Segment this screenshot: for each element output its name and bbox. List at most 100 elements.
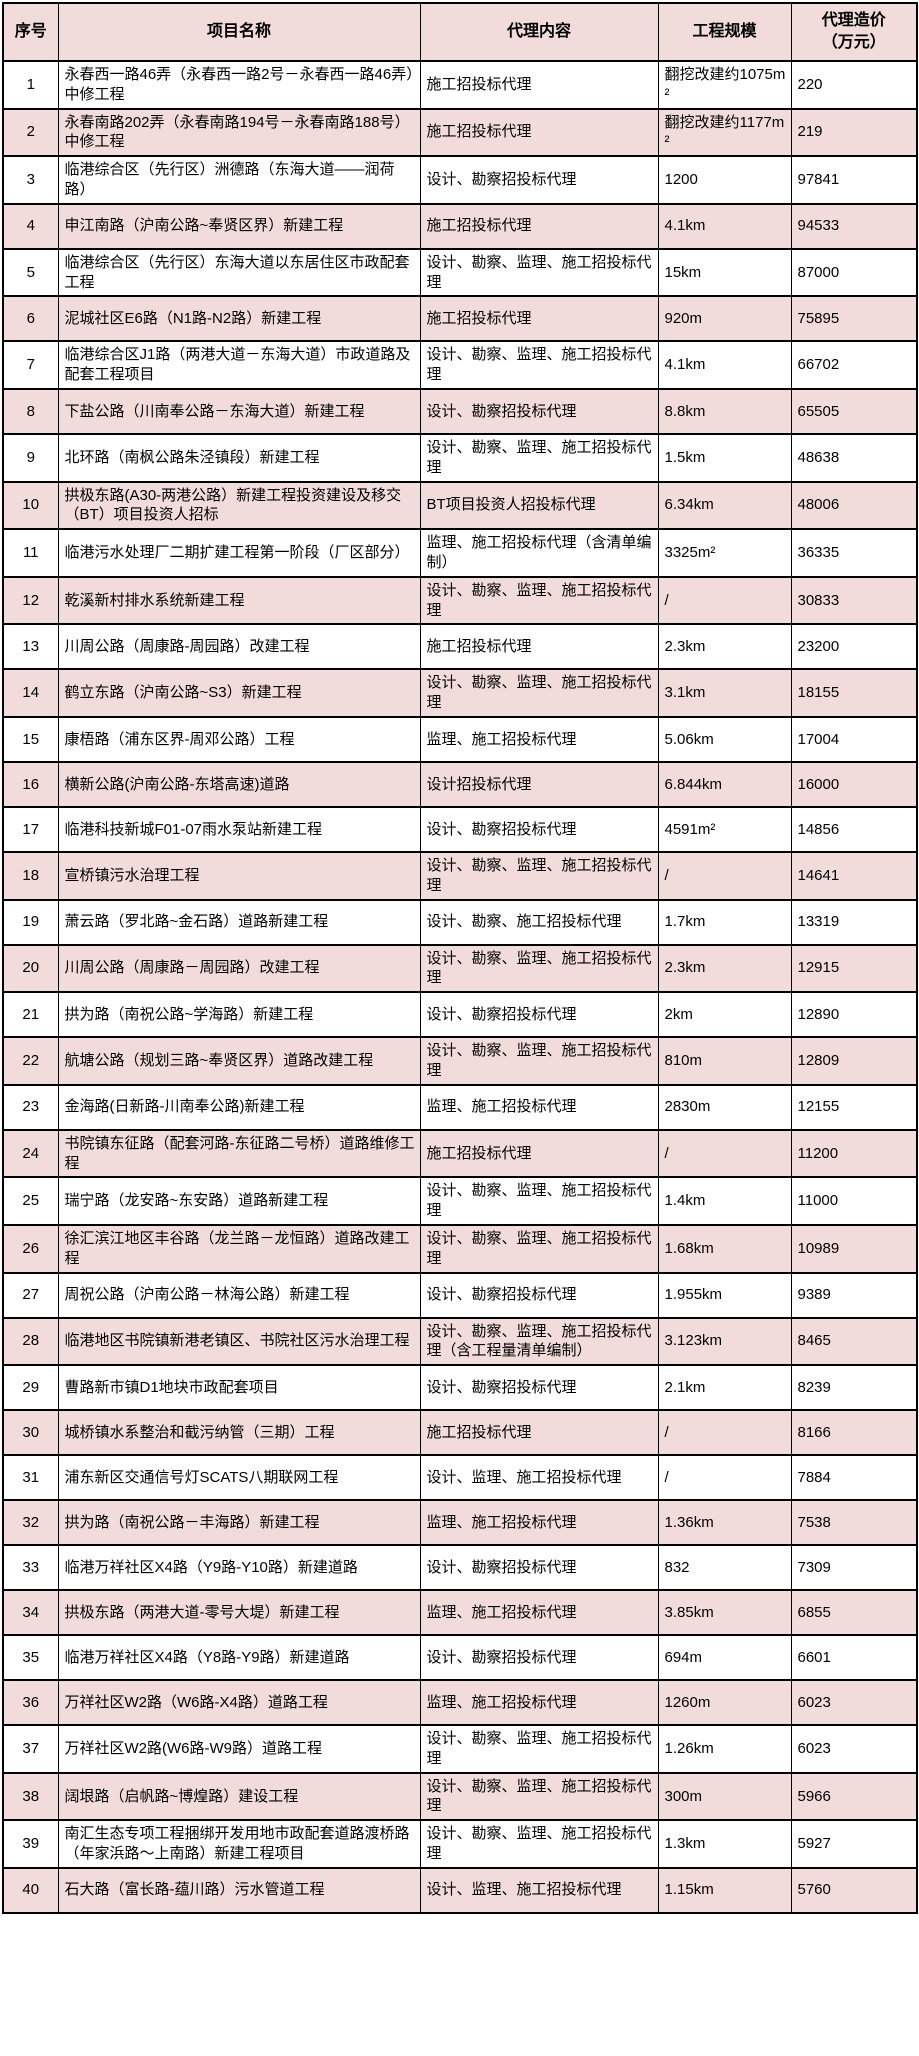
table-row: 21 拱为路（南祝公路~学海路）新建工程 设计、勘察招投标代理 2km 12890 xyxy=(2,991,918,1038)
cell-cost: 7884 xyxy=(790,1454,918,1501)
cell-cost: 12809 xyxy=(790,1036,918,1086)
cell-cost: 97841 xyxy=(790,155,918,205)
cell-index: 30 xyxy=(2,1409,59,1456)
table-row: 11 临港污水处理厂二期扩建工程第一阶段（厂区部分） 监理、施工招投标代理（含清单编… xyxy=(2,528,918,578)
table-row: 4 申江南路（沪南公路~奉贤区界）新建工程 施工招投标代理 4.1km 94533 xyxy=(2,203,918,250)
table-row: 15 康梧路（浦东区界-周邓公路）工程 监理、施工招投标代理 5.06km 17004 xyxy=(2,716,918,763)
table-row: 20 川周公路（周康路－周园路）改建工程 设计、勘察、监理、施工招投标代理 2.3km… xyxy=(2,944,918,993)
cell-index: 6 xyxy=(2,295,59,342)
cell-name: 临港万祥社区X4路（Y8路-Y9路）新建道路 xyxy=(57,1634,421,1681)
cell-cost: 87000 xyxy=(790,248,918,297)
table-row: 31 浦东新区交通信号灯SCATS八期联网工程 设计、监理、施工招投标代理/7884 xyxy=(2,1454,918,1501)
cell-name: 下盐公路（川南奉公路－东海大道）新建工程 xyxy=(57,388,421,435)
table-row: 39 南汇生态专项工程捆绑开发用地市政配套道路渡桥路（年家浜路～上南路）新建工程项… xyxy=(2,1819,918,1869)
cell-cost: 12890 xyxy=(790,991,918,1038)
cell-cost: 7538 xyxy=(790,1499,918,1546)
cell-scale: 1.15km xyxy=(657,1867,792,1914)
cell-index: 14 xyxy=(2,668,59,718)
cell-cost: 23200 xyxy=(790,623,918,670)
cell-scale: 6.34km xyxy=(657,481,792,530)
cell-agency: 设计、勘察、监理、施工招投标代理 xyxy=(419,1819,659,1869)
cell-cost: 65505 xyxy=(790,388,918,435)
cell-scale: / xyxy=(657,576,792,625)
cell-cost: 13319 xyxy=(790,899,918,946)
table-row: 29 曹路新市镇D1地块市政配套项目 设计、勘察招投标代理 2.1km 8239 xyxy=(2,1364,918,1411)
table-row: 27 周祝公路（沪南公路－林海公路）新建工程 设计、勘察招投标代理 1.955km 93… xyxy=(2,1272,918,1318)
cell-scale: 5.06km xyxy=(657,716,792,763)
cell-scale: 15km xyxy=(657,248,792,297)
cell-scale: / xyxy=(657,1409,792,1456)
cell-name: 临港污水处理厂二期扩建工程第一阶段（厂区部分） xyxy=(57,528,421,578)
cell-index: 31 xyxy=(2,1454,59,1501)
table-row: 23 金海路(日新路-川南奉公路)新建工程 监理、施工招投标代理 2830m 12155 xyxy=(2,1084,918,1131)
cell-name: 横新公路(沪南公路-东塔高速)道路 xyxy=(57,761,421,808)
table-row: 13 川周公路（周康路-周园路）改建工程 施工招投标代理 2.3km 23200 xyxy=(2,623,918,670)
table-row: 2 永春南路202弄（永春南路194号－永春南路188号）中修工程 施工招投标代理翻… xyxy=(2,108,918,157)
cell-scale: 1.955km xyxy=(657,1272,792,1318)
cell-index: 34 xyxy=(2,1589,59,1636)
cell-agency: 设计、勘察招投标代理 xyxy=(419,806,659,853)
cell-name: 临港地区书院镇新港老镇区、书院社区污水治理工程 xyxy=(57,1317,421,1366)
cell-index: 22 xyxy=(2,1036,59,1086)
cell-cost: 48006 xyxy=(790,481,918,530)
table-row: 14 鹤立东路（沪南公路~S3）新建工程 设计、勘察、监理、施工招投标代理 3.1km… xyxy=(2,668,918,718)
cell-agency: 设计、勘察、监理、施工招投标代理 xyxy=(419,576,659,625)
cell-name: 航塘公路（规划三路~奉贤区界）道路改建工程 xyxy=(57,1036,421,1086)
cell-name: 金海路(日新路-川南奉公路)新建工程 xyxy=(57,1084,421,1131)
cell-cost: 18155 xyxy=(790,668,918,718)
cell-index: 11 xyxy=(2,528,59,578)
cell-index: 27 xyxy=(2,1272,59,1318)
cell-agency: 设计、勘察招投标代理 xyxy=(419,388,659,435)
cell-scale: 3.1km xyxy=(657,668,792,718)
header-row: 序号 项目名称 代理内容 工程规模 代理造价 （万元） xyxy=(2,2,918,62)
cell-agency: 监理、施工招投标代理 xyxy=(419,1084,659,1131)
cell-agency: 设计、勘察、监理、施工招投标代理 xyxy=(419,944,659,993)
cell-cost: 11200 xyxy=(790,1129,918,1178)
cell-name: 万祥社区W2路(W6路-W9路）道路工程 xyxy=(57,1724,421,1774)
cell-agency: 设计、勘察招投标代理 xyxy=(419,1634,659,1681)
table-row: 6 泥城社区E6路（N1路-N2路）新建工程 施工招投标代理 920m 75895 xyxy=(2,295,918,342)
cell-index: 8 xyxy=(2,388,59,435)
table-row: 5 临港综合区（先行区）东海大道以东居住区市政配套工程 设计、勘察、监理、施工招投标… xyxy=(2,248,918,297)
cell-index: 28 xyxy=(2,1317,59,1366)
cell-index: 10 xyxy=(2,481,59,530)
cell-cost: 8166 xyxy=(790,1409,918,1456)
cell-name: 申江南路（沪南公路~奉贤区界）新建工程 xyxy=(57,203,421,250)
cell-scale: 6.844km xyxy=(657,761,792,808)
cell-agency: 施工招投标代理 xyxy=(419,295,659,342)
cell-agency: 设计、勘察招投标代理 xyxy=(419,1272,659,1318)
cell-scale: 4.1km xyxy=(657,203,792,250)
cell-cost: 9389 xyxy=(790,1272,918,1318)
cell-scale: 300m xyxy=(657,1772,792,1821)
cell-scale: / xyxy=(657,1454,792,1501)
cell-cost: 75895 xyxy=(790,295,918,342)
cell-cost: 94533 xyxy=(790,203,918,250)
cell-agency: 设计、勘察、监理、施工招投标代理 xyxy=(419,1036,659,1086)
cell-agency: 设计、勘察招投标代理 xyxy=(419,155,659,205)
table-row: 36 万祥社区W2路（W6路-X4路）道路工程 监理、施工招投标代理 1260m 602… xyxy=(2,1679,918,1726)
cell-scale: 1.68km xyxy=(657,1224,792,1273)
cell-index: 18 xyxy=(2,851,59,901)
table-row: 3 临港综合区（先行区）洲德路（东海大道——润荷路） 设计、勘察招投标代理 1200 9… xyxy=(2,155,918,205)
cell-index: 37 xyxy=(2,1724,59,1774)
cell-index: 35 xyxy=(2,1634,59,1681)
cell-scale: 4591m² xyxy=(657,806,792,853)
cell-name: 拱极东路(A30-两港公路）新建工程投资建设及移交（BT）项目投资人招标 xyxy=(57,481,421,530)
cell-scale: 4.1km xyxy=(657,340,792,390)
cell-name: 鹤立东路（沪南公路~S3）新建工程 xyxy=(57,668,421,718)
cell-name: 康梧路（浦东区界-周邓公路）工程 xyxy=(57,716,421,763)
cell-agency: 监理、施工招投标代理 xyxy=(419,1589,659,1636)
cell-name: 拱为路（南祝公路~学海路）新建工程 xyxy=(57,991,421,1038)
cell-scale: 1.7km xyxy=(657,899,792,946)
cell-cost: 6023 xyxy=(790,1679,918,1726)
cell-index: 26 xyxy=(2,1224,59,1273)
cell-scale: 3.123km xyxy=(657,1317,792,1366)
cell-index: 12 xyxy=(2,576,59,625)
table-row: 7 临港综合区J1路（两港大道－东海大道）市政道路及配套工程项目 设计、勘察、监理、… xyxy=(2,340,918,390)
table-row: 16 横新公路(沪南公路-东塔高速)道路 设计招投标代理 6.844km 16000 xyxy=(2,761,918,808)
cell-agency: 设计、勘察、监理、施工招投标代理 xyxy=(419,340,659,390)
cell-index: 3 xyxy=(2,155,59,205)
cell-agency: 设计、监理、施工招投标代理 xyxy=(419,1867,659,1914)
cell-name: 拱极东路（两港大道-零号大堤）新建工程 xyxy=(57,1589,421,1636)
cell-scale: 3.85km xyxy=(657,1589,792,1636)
